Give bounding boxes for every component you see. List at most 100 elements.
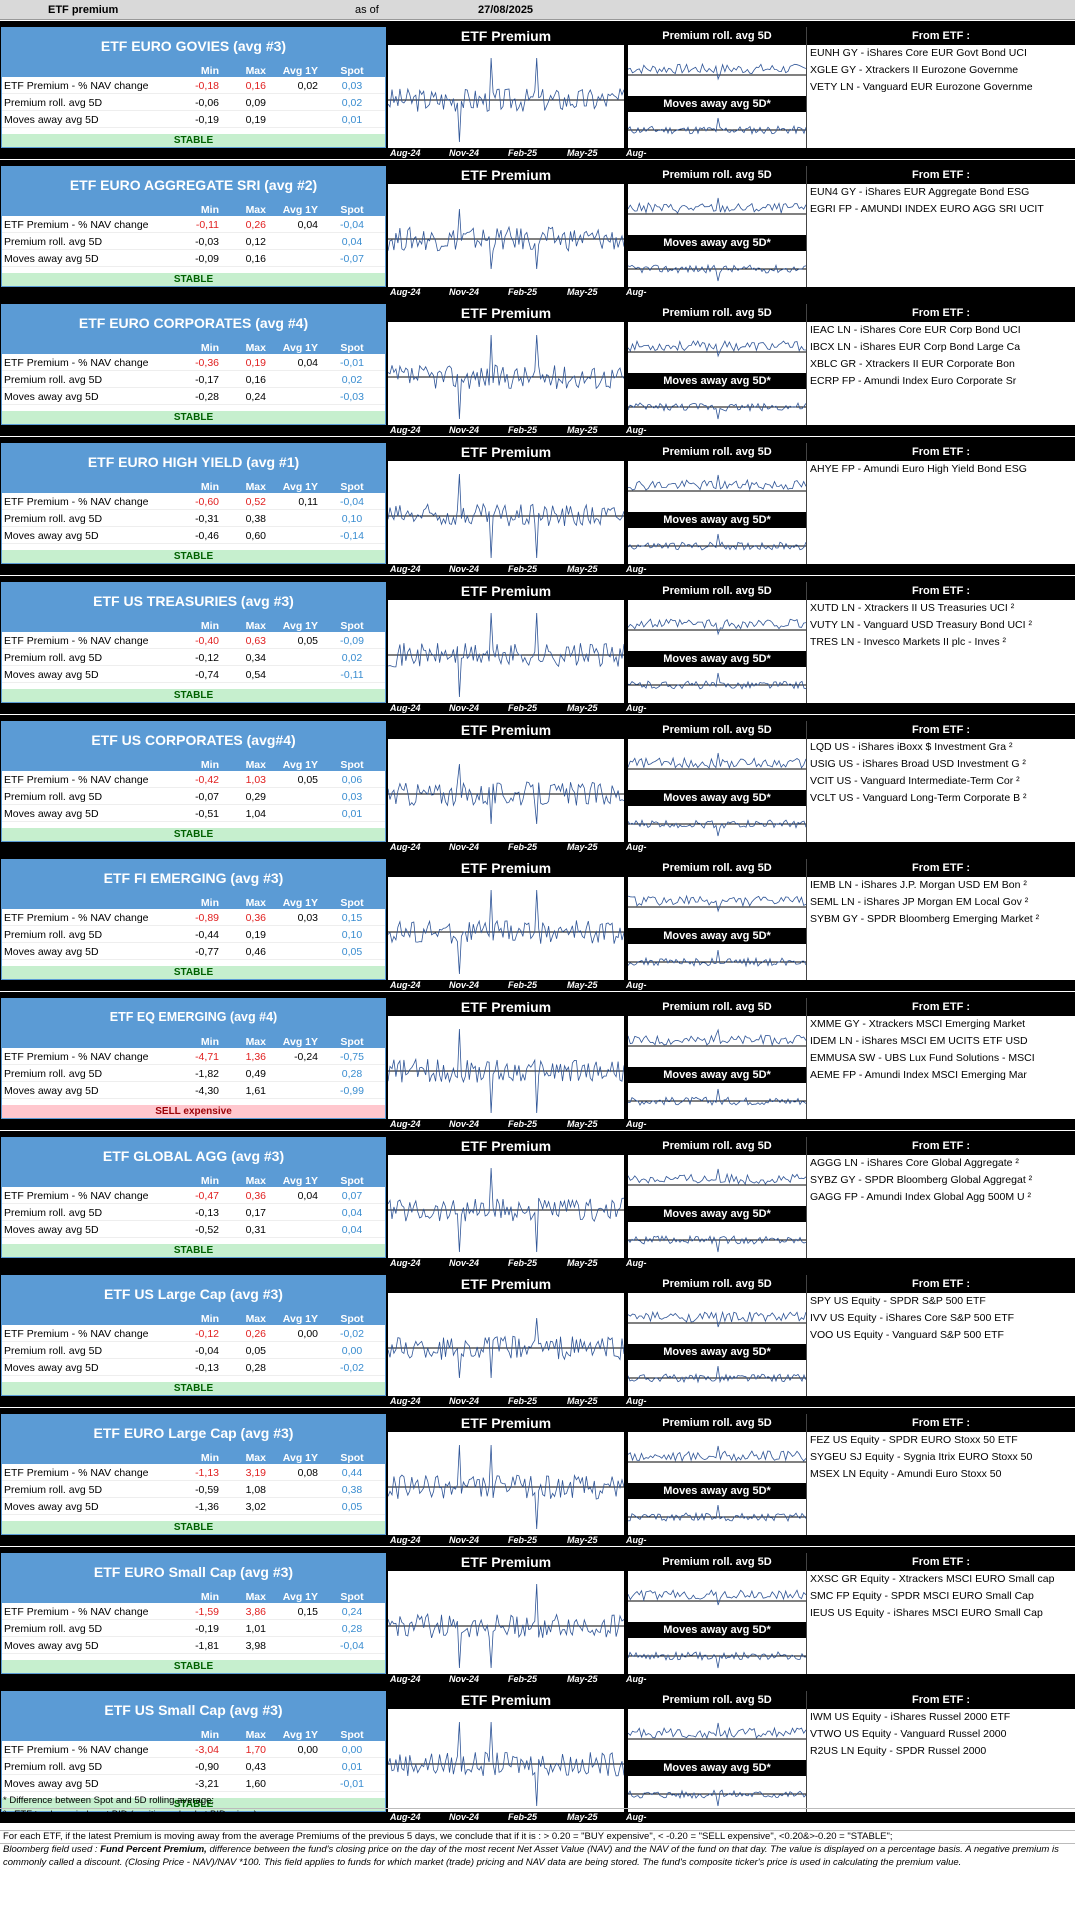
min-value: -0,51 <box>195 807 219 820</box>
roll-chart-title: Premium roll. avg 5D <box>628 1552 806 1571</box>
avg-value: -0,24 <box>294 1050 318 1063</box>
premium-chart-plot <box>388 208 624 269</box>
roll-chart-title: Premium roll. avg 5D <box>628 581 806 600</box>
roll-chart: Premium roll. avg 5D Moves away avg 5D* <box>628 165 806 287</box>
section-12: ETF US Small Cap (avg #3) Min Max Avg 1Y Spo… <box>0 1685 1075 1832</box>
section-title: ETF US TREASURIES (avg #3) <box>2 582 385 619</box>
moves-chart-plot <box>628 1650 806 1668</box>
etf-list: From ETF : IEMB LN - iShares J.P. Morgan … <box>806 859 1075 981</box>
roll-chart-plot <box>628 340 806 358</box>
premium-chart: ETF Premium <box>388 1552 624 1674</box>
etf-list: From ETF : FEZ US Equity - SPDR EURO Stox… <box>806 1414 1075 1535</box>
moves-chart-plot <box>628 950 806 968</box>
roll-chart-title: Premium roll. avg 5D <box>628 1691 806 1710</box>
min-value: -0,11 <box>195 218 219 231</box>
col-min: Min <box>200 1590 219 1603</box>
status-badge: STABLE <box>2 411 385 425</box>
section-title: ETF EURO HIGH YIELD (avg #1) <box>2 444 385 481</box>
etf-list-title: From ETF : <box>807 27 1075 45</box>
max-value: 0,38 <box>245 513 266 526</box>
x-tick-label: Aug-24 <box>390 425 421 436</box>
max-value: 0,29 <box>245 790 266 803</box>
list-item: XBLC GR - Xtrackers II EUR Corporate Bon <box>810 358 1015 371</box>
table-row: Moves away avg 5D -1,36 3,02 0,05 <box>2 1498 385 1515</box>
row-label: ETF Premium - % NAV change <box>4 357 149 370</box>
min-value: -1,82 <box>195 1067 219 1080</box>
x-tick-label: Feb-25 <box>508 1396 538 1407</box>
premium-chart-title: ETF Premium <box>388 1275 624 1294</box>
col-min: Min <box>200 1174 219 1187</box>
etf-list-title: From ETF : <box>807 859 1075 878</box>
max-value: 0,34 <box>245 651 266 664</box>
x-tick-label: Nov-24 <box>449 425 480 436</box>
roll-chart-plot <box>628 618 806 636</box>
column-header: Min Max Avg 1Y Spot <box>2 1312 385 1326</box>
premium-chart: ETF Premium <box>388 165 624 287</box>
min-value: -4,30 <box>195 1084 219 1097</box>
as-of-label: as of <box>355 4 379 16</box>
etf-list-title: From ETF : <box>807 1691 1075 1710</box>
min-value: -0,77 <box>195 946 219 959</box>
x-tick-label: May-25 <box>567 286 598 297</box>
max-value: 3,98 <box>245 1639 266 1652</box>
max-value: 0,26 <box>245 1328 266 1341</box>
x-tick-label: May-25 <box>567 1118 598 1129</box>
row-label: Premium roll. avg 5D <box>4 1345 103 1358</box>
spot-value: -0,04 <box>340 218 364 231</box>
row-label: Premium roll. avg 5D <box>4 929 103 942</box>
table-row: Premium roll. avg 5D -0,06 0,09 0,02 <box>2 94 385 111</box>
col-max: Max <box>245 1452 266 1464</box>
max-value: 0,28 <box>245 1362 266 1375</box>
list-item: AHYE FP - Amundi Euro High Yield Bond ES… <box>810 463 1027 476</box>
list-item: VETY LN - Vanguard EUR Eurozone Governme <box>810 81 1033 93</box>
list-item: IDEM LN - iShares MSCI EM UCITS ETF USD <box>810 1034 1028 1047</box>
table-row: ETF Premium - % NAV change -0,40 0,63 0,05 -… <box>2 632 385 649</box>
col-avg: Avg 1Y <box>282 1313 318 1326</box>
col-avg: Avg 1Y <box>282 1452 318 1464</box>
footnote-3: For each ETF, if the latest Premium is m… <box>0 1830 1075 1844</box>
row-label: ETF Premium - % NAV change <box>4 773 149 786</box>
table-row: Moves away avg 5D -0,74 0,54 -0,11 <box>2 666 385 683</box>
table-row: Premium roll. avg 5D -0,19 1,01 0,28 <box>2 1620 385 1637</box>
section-6: ETF FI EMERGING (avg #3) Min Max Avg 1Y Spot… <box>0 853 1075 1000</box>
list-item: IVV US Equity - iShares Core S&P 500 ETF <box>810 1312 1015 1325</box>
col-spot: Spot <box>340 619 364 632</box>
etf-list-title: From ETF : <box>807 1414 1075 1432</box>
avg-value: 0,04 <box>297 218 318 231</box>
roll-chart-title: Premium roll. avg 5D <box>628 720 806 739</box>
premium-chart-plot <box>388 1167 624 1252</box>
moves-line <box>628 950 806 968</box>
premium-chart: ETF Premium <box>388 581 624 703</box>
spot-value: 0,04 <box>341 1206 363 1219</box>
spot-value: -0,02 <box>340 1328 364 1341</box>
table-row: ETF Premium - % NAV change -0,89 0,36 0,03 0… <box>2 909 385 927</box>
column-header: Min Max Avg 1Y Spot <box>2 1589 385 1603</box>
row-label: ETF Premium - % NAV change <box>4 496 149 509</box>
x-tick-label: May-25 <box>567 148 598 158</box>
col-min: Min <box>200 65 219 77</box>
min-value: -0,03 <box>195 235 219 248</box>
stats-table: ETF US Large Cap (avg #3) Min Max Avg 1Y Spo… <box>1 1275 386 1397</box>
x-tick-label: Nov-24 <box>449 841 480 852</box>
footnote-4-text: difference between the fund's closing pr… <box>3 1844 1059 1868</box>
premium-chart-title: ETF Premium <box>388 997 624 1016</box>
min-value: -0,42 <box>195 773 219 786</box>
row-label: Moves away avg 5D <box>4 1501 99 1513</box>
status-badge: STABLE <box>2 1659 385 1673</box>
section-title: ETF GLOBAL AGG (avg #3) <box>2 1137 385 1174</box>
x-tick-label: Nov-24 <box>449 1673 480 1684</box>
etf-list: From ETF : LQD US - iShares iBoxx $ Inves… <box>806 720 1075 842</box>
row-label: Moves away avg 5D <box>4 946 99 959</box>
roll-line <box>628 1445 806 1462</box>
min-value: -0,60 <box>195 496 219 509</box>
moves-chart-title: Moves away avg 5D* <box>628 928 806 945</box>
report-date: 27/08/2025 <box>478 4 534 16</box>
etf-list: From ETF : SPY US Equity - SPDR S&P 500 E… <box>806 1275 1075 1397</box>
section-9: ETF US Large Cap (avg #3) Min Max Avg 1Y Spo… <box>0 1269 1075 1416</box>
roll-chart-title: Premium roll. avg 5D <box>628 1275 806 1294</box>
table-row: Moves away avg 5D -0,52 0,31 0,04 <box>2 1221 385 1238</box>
x-tick-label: Aug-24 <box>390 148 421 158</box>
